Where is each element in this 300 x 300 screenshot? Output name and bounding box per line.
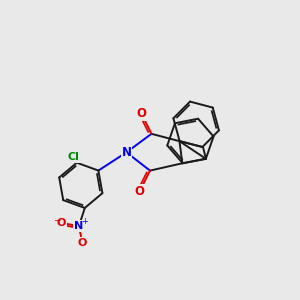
Text: −: − bbox=[53, 215, 61, 224]
Text: Cl: Cl bbox=[68, 152, 80, 162]
Text: O: O bbox=[136, 107, 146, 120]
Text: +: + bbox=[81, 217, 88, 226]
Text: O: O bbox=[57, 218, 66, 228]
Text: O: O bbox=[77, 238, 86, 248]
Text: O: O bbox=[135, 185, 145, 198]
Text: N: N bbox=[122, 146, 131, 159]
Text: N: N bbox=[74, 221, 83, 231]
